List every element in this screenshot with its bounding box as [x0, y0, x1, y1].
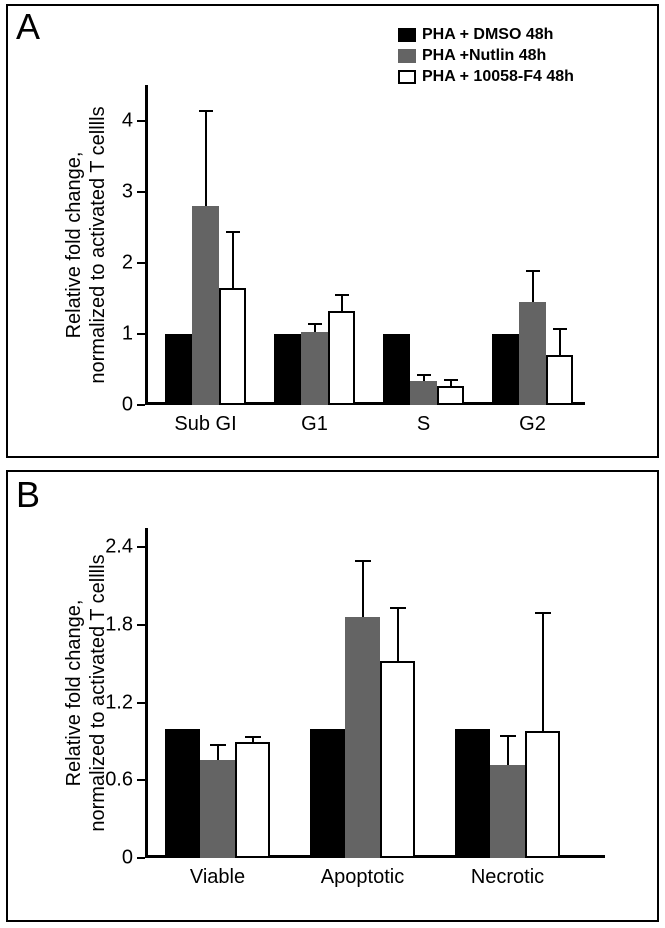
y-tick-label: 2.4 [99, 536, 133, 559]
error-cap [500, 735, 516, 737]
bar [219, 288, 246, 405]
error-cap [245, 736, 261, 738]
error-bar [542, 612, 544, 731]
error-bar [362, 560, 364, 617]
x-category-label: Necrotic [471, 866, 544, 889]
y-tick-label: 3 [99, 180, 133, 203]
y-tick-label: 4 [99, 109, 133, 132]
y-axis [145, 85, 148, 405]
y-tick [137, 120, 145, 122]
error-cap [390, 607, 406, 609]
error-cap [553, 328, 567, 330]
x-category-label: G2 [519, 413, 546, 436]
error-cap [199, 110, 213, 112]
legend-swatch [398, 70, 416, 84]
y-tick-label: 0 [99, 394, 133, 417]
x-category-label: Viable [190, 866, 245, 889]
legend-swatch [398, 49, 416, 63]
y-tick [137, 546, 145, 548]
bar [200, 760, 235, 858]
error-cap [355, 560, 371, 562]
bar [165, 729, 200, 858]
bar [274, 334, 301, 405]
panel-a-ytitle-1: normalized to activated T celllls [87, 95, 110, 395]
error-bar [559, 328, 561, 355]
error-cap [335, 294, 349, 296]
y-tick-label: 0.6 [99, 769, 133, 792]
error-cap [444, 379, 458, 381]
legend-swatch [398, 28, 416, 42]
y-tick-label: 0 [99, 847, 133, 870]
bar [490, 765, 525, 858]
error-bar [507, 735, 509, 765]
bar [519, 302, 546, 405]
bar [383, 334, 410, 405]
bar [192, 206, 219, 405]
bar [525, 731, 560, 858]
error-bar [532, 270, 534, 302]
bar [301, 332, 328, 405]
panel-a-label: A [16, 6, 40, 48]
x-category-label: S [417, 413, 430, 436]
error-bar [232, 231, 234, 288]
error-cap [308, 323, 322, 325]
panel-b-chart: 00.61.21.82.4ViableApoptoticNecrotic [145, 528, 605, 858]
figure-root: A PHA + DMSO 48h PHA +Nutlin 48h PHA + 100… [0, 0, 665, 928]
legend-item: PHA + 10058-F4 48h [398, 68, 574, 86]
bar [310, 729, 345, 858]
panel-b-ytitle-2: Relative fold change, [63, 593, 86, 793]
x-category-label: Sub GI [174, 413, 236, 436]
error-cap [417, 374, 431, 376]
legend-label: PHA + DMSO 48h [422, 26, 553, 44]
error-cap [526, 270, 540, 272]
y-tick [137, 262, 145, 264]
y-tick-label: 1.8 [99, 614, 133, 637]
y-axis [145, 528, 148, 858]
bar [410, 381, 437, 405]
bar [380, 661, 415, 858]
legend-item: PHA + DMSO 48h [398, 26, 574, 44]
legend-item: PHA +Nutlin 48h [398, 47, 574, 65]
bar [437, 386, 464, 405]
legend: PHA + DMSO 48h PHA +Nutlin 48h PHA + 10058… [398, 26, 574, 89]
error-bar [205, 110, 207, 206]
y-tick [137, 333, 145, 335]
error-cap [226, 231, 240, 233]
legend-label: PHA +Nutlin 48h [422, 47, 546, 65]
bar [165, 334, 192, 405]
panel-a-chart: 01234Sub GIG1SG2 [145, 85, 585, 405]
bar [546, 355, 573, 405]
error-bar [397, 607, 399, 661]
bar [492, 334, 519, 405]
panel-a-ytitle-2: Relative fold change, [63, 145, 86, 345]
x-category-label: G1 [301, 413, 328, 436]
legend-label: PHA + 10058-F4 48h [422, 68, 574, 86]
x-category-label: Apoptotic [321, 866, 404, 889]
error-bar [341, 294, 343, 311]
y-tick-label: 1.2 [99, 691, 133, 714]
y-tick-label: 1 [99, 322, 133, 345]
bar [235, 742, 270, 858]
y-tick [137, 779, 145, 781]
bar [455, 729, 490, 858]
error-bar [217, 744, 219, 760]
y-tick [137, 404, 145, 406]
y-tick [137, 191, 145, 193]
error-cap [210, 744, 226, 746]
panel-b-label: B [16, 474, 40, 516]
y-tick [137, 857, 145, 859]
error-cap [535, 612, 551, 614]
bar [345, 617, 380, 858]
y-tick-label: 2 [99, 251, 133, 274]
y-tick [137, 702, 145, 704]
bar [328, 311, 355, 405]
y-tick [137, 624, 145, 626]
